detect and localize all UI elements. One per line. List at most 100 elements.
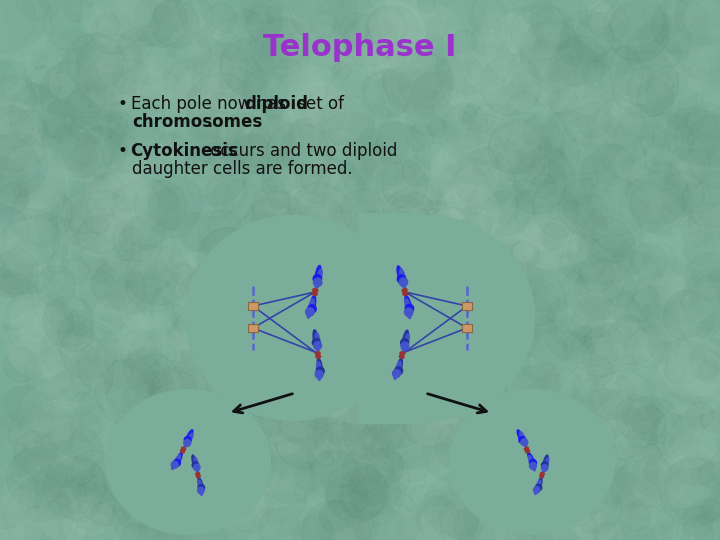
Circle shape <box>451 372 508 428</box>
Circle shape <box>440 0 505 60</box>
Circle shape <box>158 406 214 462</box>
Circle shape <box>472 55 512 94</box>
Circle shape <box>680 452 713 485</box>
Circle shape <box>256 293 292 329</box>
Circle shape <box>269 383 299 413</box>
Circle shape <box>198 316 259 377</box>
Circle shape <box>72 214 142 283</box>
Circle shape <box>408 295 440 328</box>
Circle shape <box>0 76 36 124</box>
Circle shape <box>115 528 135 540</box>
Circle shape <box>521 467 549 496</box>
Circle shape <box>0 132 48 196</box>
Circle shape <box>657 506 675 522</box>
Circle shape <box>366 308 419 362</box>
Circle shape <box>669 5 692 28</box>
Circle shape <box>170 320 207 357</box>
Circle shape <box>573 194 608 229</box>
Circle shape <box>124 68 182 126</box>
Circle shape <box>187 96 213 122</box>
Circle shape <box>66 346 96 376</box>
Circle shape <box>166 393 186 413</box>
Circle shape <box>396 246 433 282</box>
Circle shape <box>578 250 639 312</box>
Circle shape <box>534 416 559 441</box>
Circle shape <box>415 50 435 70</box>
Circle shape <box>604 0 670 60</box>
Circle shape <box>89 56 145 111</box>
Circle shape <box>700 357 718 375</box>
Circle shape <box>0 110 50 171</box>
Circle shape <box>210 296 253 340</box>
Circle shape <box>301 500 371 540</box>
Ellipse shape <box>313 275 322 283</box>
Circle shape <box>582 203 643 263</box>
Circle shape <box>8 400 74 465</box>
Circle shape <box>32 278 50 296</box>
Ellipse shape <box>534 480 541 495</box>
Circle shape <box>488 338 511 361</box>
Circle shape <box>526 206 588 268</box>
Circle shape <box>683 516 714 540</box>
Circle shape <box>333 405 364 437</box>
Circle shape <box>397 13 417 33</box>
Circle shape <box>320 356 387 423</box>
Circle shape <box>665 148 707 191</box>
Circle shape <box>282 107 318 144</box>
Circle shape <box>0 0 35 53</box>
Circle shape <box>209 288 230 309</box>
Circle shape <box>487 309 510 333</box>
Circle shape <box>139 505 193 540</box>
Circle shape <box>685 0 720 36</box>
Circle shape <box>575 208 608 242</box>
Circle shape <box>162 267 198 303</box>
Circle shape <box>514 220 577 282</box>
Circle shape <box>593 54 613 73</box>
Circle shape <box>343 444 395 496</box>
Circle shape <box>34 306 62 334</box>
Circle shape <box>468 456 492 480</box>
Circle shape <box>630 445 690 505</box>
Circle shape <box>123 492 158 528</box>
Circle shape <box>658 442 719 503</box>
Circle shape <box>117 178 166 226</box>
Circle shape <box>145 338 179 371</box>
Circle shape <box>503 0 562 60</box>
Circle shape <box>608 472 643 507</box>
Circle shape <box>67 450 121 504</box>
Circle shape <box>121 71 183 133</box>
Circle shape <box>667 108 688 129</box>
Circle shape <box>547 44 604 100</box>
Circle shape <box>63 497 114 540</box>
Ellipse shape <box>405 295 412 315</box>
Circle shape <box>446 297 470 321</box>
Circle shape <box>26 201 50 225</box>
Circle shape <box>486 12 556 82</box>
Circle shape <box>174 264 196 286</box>
Circle shape <box>256 357 322 423</box>
Circle shape <box>572 296 620 345</box>
Circle shape <box>142 434 170 462</box>
Circle shape <box>69 478 102 512</box>
Circle shape <box>478 262 529 313</box>
Circle shape <box>0 0 37 44</box>
Circle shape <box>63 0 93 22</box>
Circle shape <box>436 31 500 94</box>
Circle shape <box>652 341 673 362</box>
Circle shape <box>132 357 178 402</box>
Circle shape <box>428 325 451 348</box>
Circle shape <box>658 274 683 299</box>
Circle shape <box>230 134 271 174</box>
Circle shape <box>308 429 337 457</box>
Circle shape <box>326 340 349 363</box>
Circle shape <box>253 303 319 369</box>
Circle shape <box>0 279 30 322</box>
Circle shape <box>536 419 569 452</box>
Circle shape <box>364 164 428 230</box>
Circle shape <box>516 501 575 540</box>
Circle shape <box>138 393 156 410</box>
Circle shape <box>657 126 680 150</box>
Circle shape <box>574 12 630 69</box>
Circle shape <box>276 148 294 165</box>
Circle shape <box>660 172 704 217</box>
